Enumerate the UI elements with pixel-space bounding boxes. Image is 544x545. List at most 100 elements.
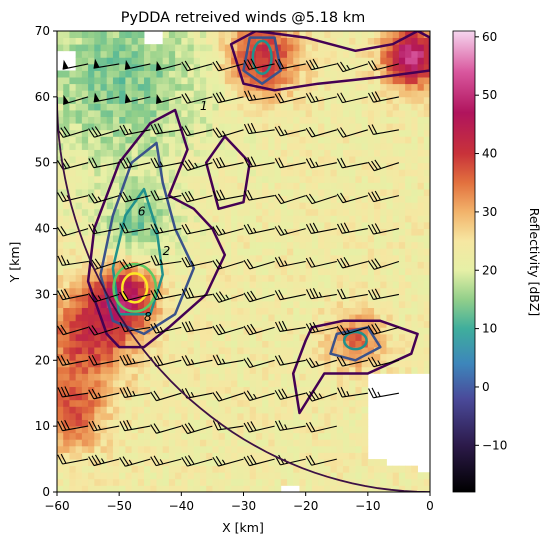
heatmap-cell xyxy=(355,446,362,453)
heatmap-cell xyxy=(331,420,338,427)
heatmap-cell xyxy=(225,466,232,473)
heatmap-cell xyxy=(287,71,294,78)
heatmap-cell xyxy=(312,189,319,196)
heatmap-cell xyxy=(362,182,369,189)
heatmap-cell xyxy=(125,44,132,51)
heatmap-cell xyxy=(411,209,418,216)
heatmap-cell xyxy=(318,452,325,459)
heatmap-cell xyxy=(175,182,182,189)
heatmap-cell xyxy=(262,235,269,242)
heatmap-cell xyxy=(256,367,263,374)
heatmap-cell xyxy=(101,406,108,413)
heatmap-cell xyxy=(63,71,70,78)
heatmap-cell xyxy=(63,406,70,413)
heatmap-cell xyxy=(281,169,288,176)
heatmap-cell xyxy=(237,479,244,486)
heatmap-cell xyxy=(113,373,120,380)
heatmap-cell xyxy=(399,341,406,348)
heatmap-cell xyxy=(212,77,219,84)
heatmap-cell xyxy=(250,354,257,361)
heatmap-cell xyxy=(94,176,101,183)
heatmap-cell xyxy=(212,281,219,288)
heatmap-cell xyxy=(163,433,170,440)
heatmap-cell xyxy=(393,57,400,64)
heatmap-cell xyxy=(76,400,83,407)
heatmap-cell xyxy=(343,301,350,308)
heatmap-cell xyxy=(262,367,269,374)
heatmap-cell xyxy=(355,387,362,394)
heatmap-cell xyxy=(144,479,151,486)
heatmap-cell xyxy=(386,268,393,275)
heatmap-cell xyxy=(287,215,294,222)
heatmap-cell xyxy=(125,288,132,295)
heatmap-cell xyxy=(231,222,238,229)
heatmap-cell xyxy=(287,301,294,308)
heatmap-cell xyxy=(231,334,238,341)
heatmap-cell xyxy=(188,57,195,64)
heatmap-cell xyxy=(287,176,294,183)
heatmap-cell xyxy=(125,38,132,45)
heatmap-cell xyxy=(200,90,207,97)
heatmap-cell xyxy=(312,485,319,492)
heatmap-cell xyxy=(225,84,232,91)
heatmap-cell xyxy=(76,248,83,255)
heatmap-cell xyxy=(256,387,263,394)
heatmap-cell xyxy=(119,406,126,413)
heatmap-cell xyxy=(138,281,145,288)
heatmap-cell xyxy=(418,38,425,45)
heatmap-cell xyxy=(268,176,275,183)
heatmap-cell xyxy=(212,31,219,38)
heatmap-cell xyxy=(362,420,369,427)
heatmap-cell xyxy=(349,242,356,249)
heatmap-cell xyxy=(76,268,83,275)
heatmap-cell xyxy=(163,235,170,242)
heatmap-cell xyxy=(194,420,201,427)
heatmap-cell xyxy=(331,301,338,308)
heatmap-cell xyxy=(225,176,232,183)
heatmap-cell xyxy=(306,373,313,380)
heatmap-cell xyxy=(424,143,431,150)
heatmap-cell xyxy=(362,215,369,222)
heatmap-cell xyxy=(250,248,257,255)
heatmap-cell xyxy=(275,103,282,110)
heatmap-cell xyxy=(380,176,387,183)
heatmap-cell xyxy=(181,413,188,420)
heatmap-cell xyxy=(88,308,95,315)
heatmap-cell xyxy=(380,84,387,91)
heatmap-cell xyxy=(101,452,108,459)
heatmap-cell xyxy=(374,150,381,157)
heatmap-cell xyxy=(405,38,412,45)
heatmap-cell xyxy=(150,373,157,380)
heatmap-cell xyxy=(411,301,418,308)
heatmap-cell xyxy=(76,71,83,78)
x-tick-label: 0 xyxy=(426,499,434,513)
heatmap-cell xyxy=(411,281,418,288)
heatmap-cell xyxy=(293,433,300,440)
heatmap-cell xyxy=(237,123,244,130)
heatmap-cell xyxy=(331,150,338,157)
heatmap-cell xyxy=(138,143,145,150)
heatmap-cell xyxy=(418,123,425,130)
heatmap-cell xyxy=(393,479,400,486)
heatmap-cell xyxy=(405,255,412,262)
heatmap-cell xyxy=(362,433,369,440)
heatmap-cell xyxy=(156,433,163,440)
heatmap-cell xyxy=(163,400,170,407)
heatmap-cell xyxy=(132,150,139,157)
heatmap-cell xyxy=(362,301,369,308)
heatmap-cell xyxy=(57,413,64,420)
heatmap-cell xyxy=(57,380,64,387)
heatmap-cell xyxy=(424,202,431,209)
heatmap-cell xyxy=(386,308,393,315)
heatmap-cell xyxy=(69,288,76,295)
heatmap-cell xyxy=(231,380,238,387)
heatmap-cell xyxy=(150,380,157,387)
heatmap-cell xyxy=(411,110,418,117)
heatmap-cell xyxy=(399,294,406,301)
heatmap-cell xyxy=(287,202,294,209)
heatmap-cell xyxy=(405,84,412,91)
heatmap-cell xyxy=(82,90,89,97)
heatmap-cell xyxy=(293,136,300,143)
heatmap-cell xyxy=(101,446,108,453)
heatmap-cell xyxy=(268,380,275,387)
